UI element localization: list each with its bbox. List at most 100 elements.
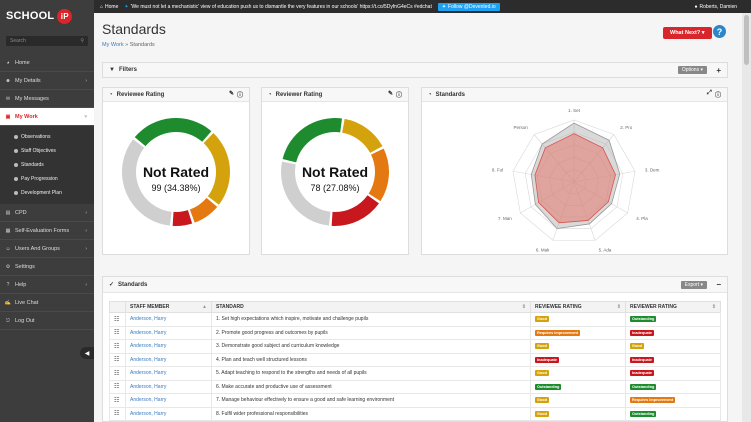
what-next-button[interactable]: What Next? ▾ [663, 27, 712, 39]
donut-slice-inadequate[interactable] [331, 195, 379, 226]
home-icon: ⌂ [100, 3, 104, 10]
filters-header[interactable]: ▼ Filters Options ▾ + [103, 63, 727, 77]
reviewee-rating-cell: Outstanding [530, 379, 626, 394]
tree-cell[interactable]: ☷ [109, 379, 126, 394]
fullscreen-icon[interactable]: ⤢ [707, 90, 712, 96]
edit-icon[interactable]: ✎ [228, 91, 234, 97]
donut-slice-requires-improvement[interactable] [368, 148, 389, 202]
filters-title: Filters [118, 67, 137, 73]
donut-slice-good[interactable] [342, 118, 383, 153]
hierarchy-icon: ☷ [114, 330, 120, 337]
sort-icon: ⇕ [521, 304, 526, 310]
logo[interactable]: SCHOOL iP [0, 0, 94, 32]
table-row[interactable]: ☷ Anderson, Harry 1. Set high expectations… [109, 312, 721, 327]
table-row[interactable]: ☷ Anderson, Harry 6. Make accurate and pro… [109, 379, 721, 394]
tree-cell[interactable]: ☷ [109, 366, 126, 381]
chevron-right-icon: › [85, 77, 87, 84]
reviewee-rating-column-header[interactable]: REVIEWEE RATING ⇕ [530, 301, 626, 313]
sort-icon: ▲ [202, 304, 207, 310]
scrollbar-thumb[interactable] [744, 15, 749, 65]
subnav-item-standards[interactable]: Standards [0, 158, 94, 172]
sidebar-item-my-messages[interactable]: ✉ My Messages [0, 90, 94, 108]
table-row[interactable]: ☷ Anderson, Harry 7. Manage behaviour effe… [109, 393, 721, 408]
donut-slice-outstanding[interactable] [134, 118, 212, 147]
sidebar-item-users-and-groups[interactable]: ☺ Users And Groups › [0, 240, 94, 258]
sidebar-item-cpd[interactable]: ▤ CPD › [0, 204, 94, 222]
user-name: Roberts, Damien [699, 3, 737, 10]
subnav-item-label: Standards [21, 162, 44, 168]
help-button[interactable]: ? [713, 25, 726, 38]
page-scrollbar[interactable] [742, 13, 751, 422]
search-input[interactable]: Search ⚲ [6, 36, 88, 46]
pie-chart-icon: ◔ [109, 91, 113, 98]
sidebar-item-help[interactable]: ? Help › [0, 276, 94, 294]
sidebar-item-log-out[interactable]: ⎋ Log Out [0, 312, 94, 330]
reviewer-rating-column-header[interactable]: REVIEWER RATING ⇕ [625, 301, 721, 313]
reviewee-rating-cell: Good [530, 312, 626, 327]
tree-cell[interactable]: ☷ [109, 339, 126, 354]
info-icon[interactable]: ⓘ [236, 93, 243, 99]
staff-member-cell[interactable]: Anderson, Harry [125, 352, 212, 367]
table-row[interactable]: ☷ Anderson, Harry 8. Fulfil wider professi… [109, 406, 721, 421]
staff-member-column-header[interactable]: STAFF MEMBER ▲ [125, 301, 212, 313]
tree-cell[interactable]: ☷ [109, 406, 126, 421]
info-icon[interactable]: ⓘ [714, 93, 721, 99]
sidebar-item-self-evaluation-forms[interactable]: ▦ Self-Evaluation Forms › [0, 222, 94, 240]
reviewee-donut: Not Rated 99 (34.38%) [103, 102, 249, 254]
options-button[interactable]: Options ▾ [677, 66, 707, 74]
sidebar-item-home[interactable]: ◕ Home [0, 54, 94, 72]
radar-axis-label: 7. Man [498, 216, 512, 221]
subnav-item-observations[interactable]: Observations [0, 130, 94, 144]
radar-series-reviewee[interactable] [534, 133, 616, 224]
reviewer-rating-header-label: REVIEWER RATING [630, 304, 677, 310]
donut-slice-good[interactable] [203, 133, 230, 205]
staff-member-cell[interactable]: Anderson, Harry [125, 393, 212, 408]
tweet-ticker[interactable]: ✦ 'We must not let a mechanistic' view o… [124, 4, 431, 10]
expand-icon[interactable]: + [716, 65, 721, 75]
home-link[interactable]: ⌂ Home [100, 4, 118, 10]
donut-slice-not-rated[interactable] [281, 161, 331, 226]
tree-cell[interactable]: ☷ [109, 312, 126, 327]
subnav-item-development-plan[interactable]: Development Plan [0, 186, 94, 200]
staff-member-cell[interactable]: Anderson, Harry [125, 406, 212, 421]
subnav-item-label: Staff Objectives [21, 148, 56, 154]
subnav-item-pay-progression[interactable]: Pay Progression [0, 172, 94, 186]
sidebar-item-my-details[interactable]: ☻ My Details › [0, 72, 94, 90]
reviewer-rating-cell: Requires Improvement [625, 393, 721, 408]
donut-slice-not-rated[interactable] [121, 139, 172, 226]
table-row[interactable]: ☷ Anderson, Harry 2. Promote good progress… [109, 325, 721, 340]
hierarchy-icon: ☷ [114, 411, 120, 418]
logo-text: SCHOOL [6, 10, 55, 22]
table-row[interactable]: ☷ Anderson, Harry 3. Demonstrate good subj… [109, 339, 721, 354]
bullet-icon [14, 135, 18, 139]
subnav-item-staff-objectives[interactable]: Staff Objectives [0, 144, 94, 158]
reviewer-donut-svg [281, 118, 389, 226]
donut-slice-inadequate[interactable] [172, 210, 193, 226]
edit-icon[interactable]: ✎ [387, 91, 393, 97]
staff-member-cell[interactable]: Anderson, Harry [125, 312, 212, 327]
table-row[interactable]: ☷ Anderson, Harry 4. Plan and teach well s… [109, 352, 721, 367]
tree-cell[interactable]: ☷ [109, 325, 126, 340]
sidebar-collapse-button[interactable]: ◀ [80, 347, 94, 359]
staff-member-cell[interactable]: Anderson, Harry [125, 379, 212, 394]
status-badge: Inadequate [630, 356, 655, 363]
follow-button[interactable]: ✦ Follow @Devented.io [437, 2, 500, 11]
staff-member-cell[interactable]: Anderson, Harry [125, 325, 212, 340]
collapse-icon[interactable]: − [716, 280, 721, 289]
standard-column-header[interactable]: STANDARD ⇕ [211, 301, 531, 313]
sidebar-item-my-work[interactable]: ▣ My Work ▾ [0, 108, 94, 126]
user-menu[interactable]: ● Roberts, Damien [694, 4, 737, 10]
donut-slice-requires-improvement[interactable] [189, 197, 218, 223]
staff-member-cell[interactable]: Anderson, Harry [125, 339, 212, 354]
info-icon[interactable]: ⓘ [395, 93, 402, 99]
export-label: Export [684, 281, 700, 288]
staff-member-cell[interactable]: Anderson, Harry [125, 366, 212, 381]
export-button[interactable]: Export ▾ [680, 280, 707, 289]
breadcrumb-my-work[interactable]: My Work [102, 42, 124, 48]
tree-cell[interactable]: ☷ [109, 352, 126, 367]
tree-cell[interactable]: ☷ [109, 393, 126, 408]
donut-slice-outstanding[interactable] [282, 118, 343, 163]
sidebar-item-settings[interactable]: ⚙ Settings [0, 258, 94, 276]
sidebar-item-live-chat[interactable]: ✍ Live Chat [0, 294, 94, 312]
table-row[interactable]: ☷ Anderson, Harry 5. Adapt teaching to res… [109, 366, 721, 381]
